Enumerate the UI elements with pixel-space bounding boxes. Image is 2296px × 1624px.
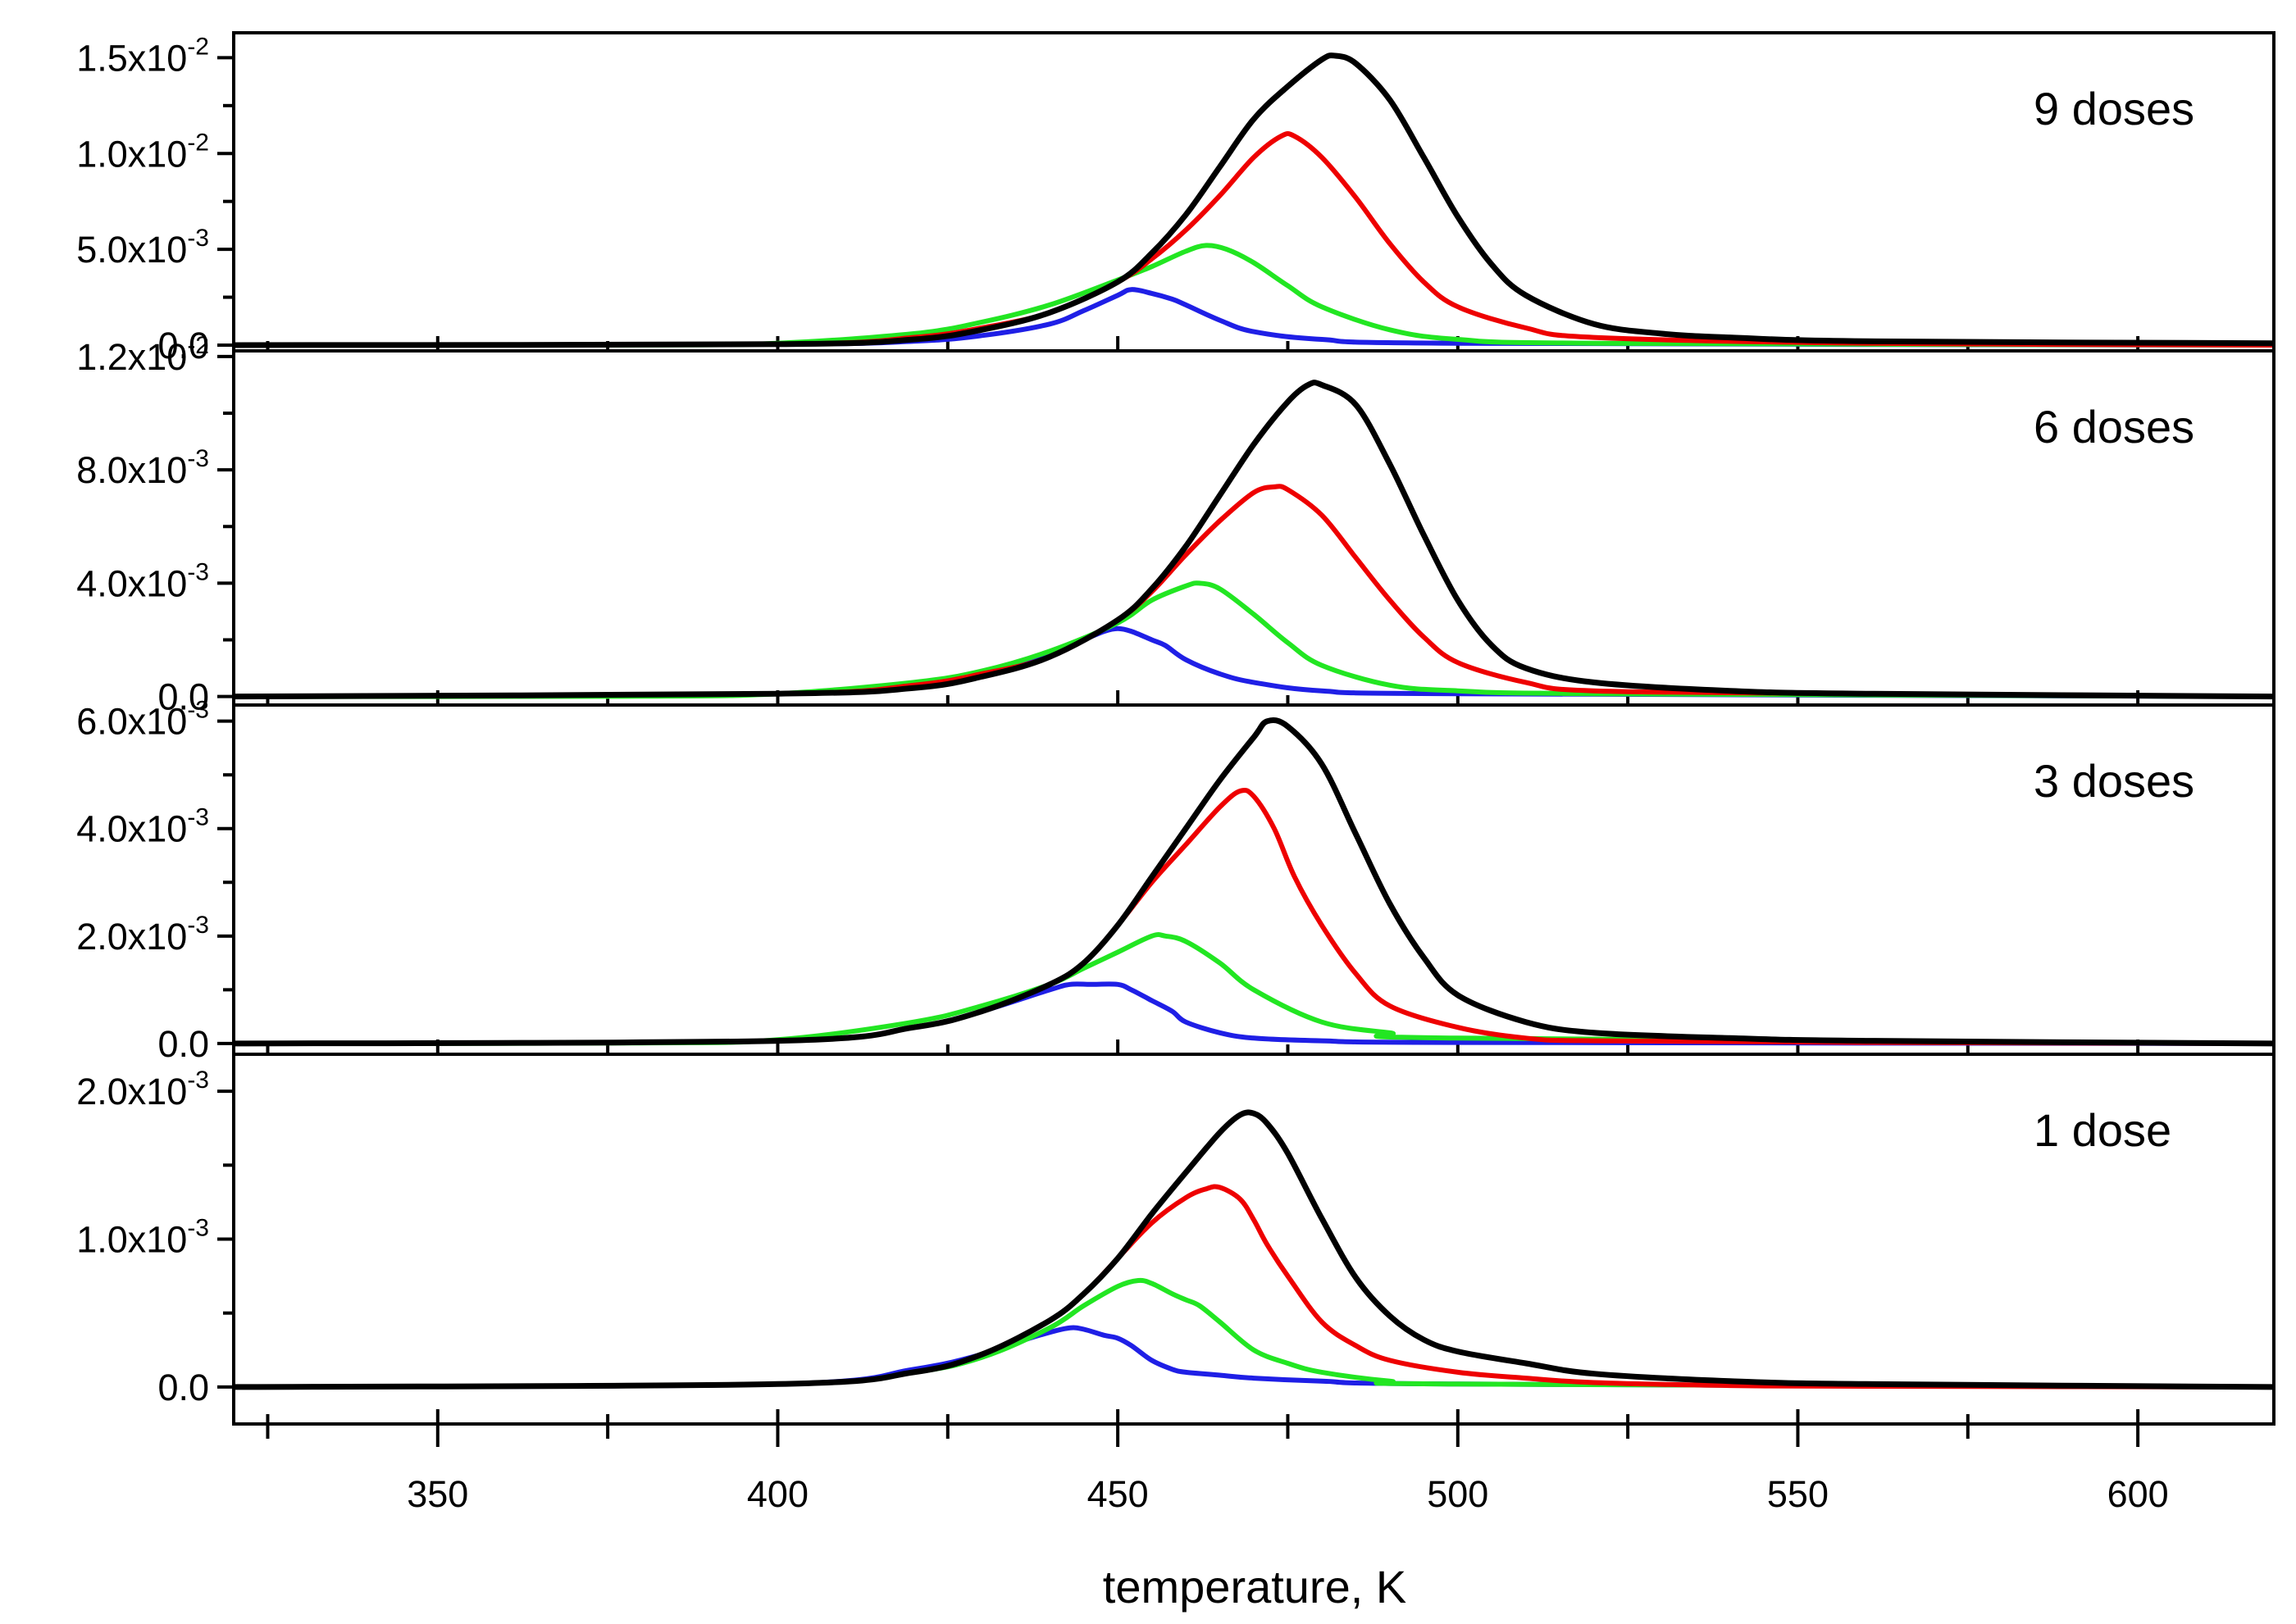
y-tick-mantissa: 1.0x10: [76, 133, 187, 175]
series-black-line: [234, 52, 2274, 348]
y-tick-exponent: -2: [187, 33, 209, 60]
y-tick-label: 0.0: [157, 325, 209, 366]
y-tick-exponent: -3: [187, 697, 209, 724]
y-tick-exponent: -3: [187, 1215, 209, 1242]
x-tick-label: 500: [1427, 1473, 1488, 1515]
y-tick-label: 1.5x10-2: [76, 33, 209, 79]
y-tick-mantissa: 2.0x10: [76, 1071, 187, 1112]
panel-label: 3 doses: [2034, 755, 2194, 807]
series-black-line: [234, 1109, 2274, 1390]
panel-label: 9 doses: [2034, 83, 2194, 134]
panel-4: 0.01.0x10-32.0x10-31 dose: [76, 1053, 2276, 1426]
y-tick-label: 1.2x10-2: [76, 332, 209, 378]
y-tick-label: 8.0x10-3: [76, 445, 209, 491]
bottom-axis: 350 400 450 500 550 600: [266, 1424, 2169, 1515]
panels: 0.05.0x10-31.0x10-21.5x10-29 doses0.04.0…: [76, 31, 2276, 1426]
series-group: [234, 380, 2274, 700]
y-tick-label: 4.0x10-3: [76, 804, 209, 850]
series-group: [234, 1109, 2274, 1390]
y-tick-mantissa: 5.0x10: [76, 229, 187, 271]
y-tick-mantissa: 1.0x10: [76, 1219, 187, 1261]
y-tick-exponent: -2: [187, 332, 209, 359]
series-black-line: [234, 380, 2274, 700]
y-tick-mantissa: 2.0x10: [76, 916, 187, 958]
y-tick-label: 5.0x10-3: [76, 225, 209, 271]
series-group: [234, 52, 2274, 348]
y-tick-label: 0.0: [157, 676, 209, 718]
y-tick-mantissa: 0.0: [157, 325, 209, 366]
x-tick-label: 600: [2107, 1473, 2169, 1515]
x-tick-label: 450: [1087, 1473, 1149, 1515]
y-tick-label: 2.0x10-3: [76, 1067, 209, 1112]
y-tick-mantissa: 0.0: [157, 1023, 209, 1065]
y-tick-mantissa: 4.0x10: [76, 562, 187, 604]
x-tick-label: 400: [747, 1473, 809, 1515]
y-tick-exponent: -2: [187, 129, 209, 156]
y-tick-label: 6.0x10-3: [76, 697, 209, 743]
y-tick-exponent: -3: [187, 445, 209, 472]
x-tick-label: 550: [1767, 1473, 1829, 1515]
series-group: [234, 716, 2274, 1047]
y-tick-exponent: -3: [187, 558, 209, 585]
panel-1: 0.05.0x10-31.0x10-21.5x10-29 doses: [76, 31, 2276, 366]
y-tick-mantissa: 4.0x10: [76, 808, 187, 850]
y-tick-mantissa: 1.5x10: [76, 37, 187, 79]
panel-label: 1 dose: [2034, 1104, 2171, 1156]
y-tick-exponent: -3: [187, 912, 209, 939]
x-tick-label: 350: [407, 1473, 468, 1515]
y-tick-label: 1.0x10-3: [76, 1215, 209, 1261]
y-tick-mantissa: 8.0x10: [76, 449, 187, 491]
series-black-line: [234, 716, 2274, 1047]
y-tick-mantissa: 1.2x10: [76, 336, 187, 378]
y-tick-exponent: -3: [187, 1067, 209, 1094]
y-tick-label: 2.0x10-3: [76, 912, 209, 958]
y-tick-exponent: -3: [187, 804, 209, 831]
y-tick-exponent: -3: [187, 225, 209, 252]
y-tick-label: 4.0x10-3: [76, 558, 209, 604]
panel-frame: [232, 1053, 2276, 1426]
y-tick-mantissa: 6.0x10: [76, 701, 187, 743]
y-tick-mantissa: 0.0: [157, 1367, 209, 1408]
panel-3: 0.02.0x10-34.0x10-36.0x10-33 doses: [76, 697, 2276, 1065]
y-tick-mantissa: 0.0: [157, 676, 209, 718]
x-axis-label: temperature, K: [1103, 1561, 1406, 1613]
y-tick-label: 0.0: [157, 1023, 209, 1065]
panel-label: 6 doses: [2034, 401, 2194, 453]
y-tick-label: 1.0x10-2: [76, 129, 209, 175]
y-tick-label: 0.0: [157, 1367, 209, 1408]
